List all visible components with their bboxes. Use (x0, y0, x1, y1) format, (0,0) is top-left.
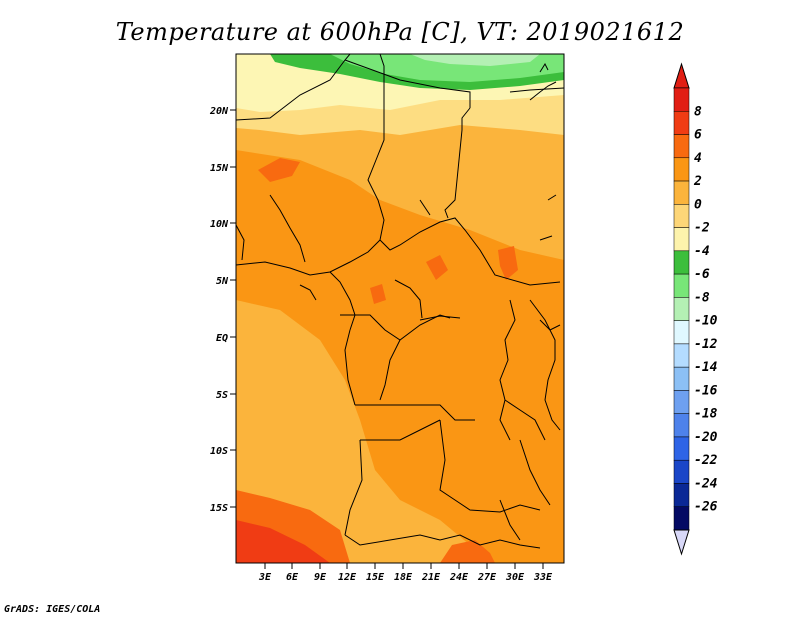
colorbar-swatch (673, 204, 690, 228)
colorbar-swatch (673, 111, 690, 135)
colorbar-swatch (673, 436, 690, 461)
lat-label-10s: 10S (210, 446, 228, 457)
colorbar-swatch (673, 227, 690, 252)
colorbar-swatch (673, 134, 690, 159)
colorbar-swatch (673, 483, 690, 507)
latitude-axis: 20N 15N 10N 5N EQ 5S 10S 15S (209, 106, 236, 514)
lon-label-18e: 18E (394, 572, 413, 583)
lon-label-3e: 3E (258, 572, 272, 583)
field-hottest-southwest (236, 520, 330, 563)
colorbar-label: 8 (694, 104, 702, 119)
colorbar-swatch (673, 320, 690, 345)
field-hotspot-gabon (370, 284, 386, 304)
colorbar-swatch (673, 180, 690, 205)
field-hotspot-north (258, 158, 300, 182)
map-frame (235, 53, 565, 564)
lon-label-27e: 27E (477, 572, 497, 583)
field-hotspot-east (498, 246, 518, 280)
colorbar-label: -24 (694, 476, 718, 491)
longitude-axis: 3E 6E 9E 12E 15E 18E 21E 24E 27E 30E 33E (258, 563, 553, 583)
lat-label-eq: EQ (216, 333, 228, 344)
field-hot-south (440, 540, 495, 563)
colorbar-over-arrow (673, 62, 690, 89)
colorbar-label: 2 (693, 174, 702, 189)
colorbar-swatch (673, 506, 690, 531)
colorbar-label: 0 (694, 197, 702, 212)
colorbar-label: 4 (694, 151, 702, 166)
colorbar-label: 6 (694, 128, 702, 143)
colorbar-swatch (673, 157, 690, 182)
lat-label-5n: 5N (216, 276, 229, 287)
colorbar-label: -18 (694, 407, 718, 422)
lat-label-20n: 20N (209, 106, 229, 117)
lat-label-10n: 10N (210, 219, 229, 230)
colorbar-label: -26 (694, 500, 718, 515)
colorbar-label: -2 (694, 221, 710, 236)
country-borders (236, 54, 564, 549)
lon-label-24e: 24E (449, 572, 469, 583)
colorbar-swatch (673, 273, 690, 298)
field-hotspot-central (426, 255, 448, 280)
colorbar-label: -4 (694, 244, 710, 259)
colorbar-swatch (673, 390, 690, 414)
colorbar-label: -6 (694, 267, 710, 282)
lon-label-6e: 6E (286, 572, 299, 583)
lon-label-15e: 15E (366, 572, 385, 583)
colorbar-swatch (673, 413, 690, 438)
lon-label-9e: 9E (314, 572, 327, 583)
colorbar-label: -12 (694, 337, 718, 352)
colorbar-swatch (673, 459, 690, 484)
colorbar-label: -20 (694, 430, 718, 445)
lon-label-12e: 12E (338, 572, 357, 583)
colorbar-swatch (673, 297, 690, 321)
colorbar-label: -22 (694, 453, 718, 468)
colorbar-swatch (673, 366, 690, 391)
colorbar-swatch (673, 343, 690, 368)
colorbar: 8 6 4 2 0 -2 -4 -6 -8 -10 -12 -14 -16 -18 -20 -22 -24 -26 (673, 62, 718, 556)
temperature-field (236, 54, 564, 563)
field-light-orange-north (236, 120, 564, 260)
field-light-orange-south (236, 300, 470, 563)
colorbar-label: -10 (694, 314, 718, 329)
field-green-light (410, 54, 540, 66)
colorbar-label: -8 (694, 290, 710, 305)
colorbar-label: -14 (694, 360, 718, 375)
colorbar-label: -16 (694, 383, 718, 398)
footer-credit: GrADS: IGES/COLA (4, 604, 101, 615)
lat-label-15s: 15S (210, 503, 228, 514)
lon-label-33e: 33E (533, 572, 553, 583)
colorbar-under-arrow (673, 529, 690, 556)
lat-label-15n: 15N (210, 163, 229, 174)
map-title: Temperature at 600hPa [C], VT: 201902161… (115, 18, 685, 46)
colorbar-swatch (673, 250, 690, 275)
colorbar-swatch (673, 87, 690, 112)
lat-label-5s: 5S (216, 390, 228, 401)
lon-label-30e: 30E (505, 572, 525, 583)
lon-label-21e: 21E (421, 572, 441, 583)
